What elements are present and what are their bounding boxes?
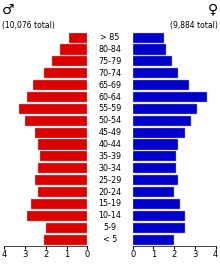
Bar [133, 223, 185, 233]
Bar [27, 211, 87, 221]
Bar [133, 92, 207, 102]
Text: 65-69: 65-69 [98, 81, 122, 90]
Text: 15-19: 15-19 [98, 199, 122, 209]
Text: > 85: > 85 [100, 33, 120, 42]
Bar [133, 80, 189, 90]
Text: 30-34: 30-34 [99, 164, 121, 173]
Text: 45-49: 45-49 [98, 128, 122, 137]
Bar [133, 187, 174, 197]
Bar [38, 163, 87, 173]
Bar [38, 187, 87, 197]
Text: 35-39: 35-39 [98, 152, 122, 161]
Text: 80-84: 80-84 [99, 45, 121, 54]
Text: 60-64: 60-64 [99, 92, 121, 102]
Text: 55-59: 55-59 [98, 104, 122, 114]
Text: (9,884 total): (9,884 total) [170, 21, 218, 30]
Text: (10,076 total): (10,076 total) [2, 21, 55, 30]
Text: < 5: < 5 [103, 235, 117, 244]
Text: ♀: ♀ [208, 3, 218, 17]
Bar [133, 128, 185, 138]
Bar [133, 56, 172, 67]
Text: 25-29: 25-29 [98, 176, 122, 185]
Bar [133, 32, 164, 43]
Bar [31, 199, 87, 209]
Bar [133, 104, 197, 114]
Text: 40-44: 40-44 [99, 140, 121, 149]
Bar [44, 234, 87, 245]
Bar [133, 199, 180, 209]
Bar [25, 116, 87, 126]
Text: 20-24: 20-24 [98, 187, 122, 197]
Bar [19, 104, 87, 114]
Bar [133, 163, 176, 173]
Text: 50-54: 50-54 [98, 116, 122, 125]
Bar [133, 175, 178, 185]
Bar [27, 92, 87, 102]
Bar [133, 44, 166, 55]
Text: 70-74: 70-74 [98, 69, 122, 78]
Text: 75-79: 75-79 [98, 57, 122, 66]
Bar [60, 44, 87, 55]
Bar [33, 80, 87, 90]
Bar [133, 211, 185, 221]
Bar [35, 128, 87, 138]
Bar [69, 32, 87, 43]
Text: 5-9: 5-9 [103, 223, 117, 232]
Text: ♂: ♂ [2, 3, 15, 17]
Bar [46, 223, 87, 233]
Bar [133, 116, 191, 126]
Bar [35, 175, 87, 185]
Bar [133, 234, 174, 245]
Bar [44, 68, 87, 78]
Bar [133, 139, 178, 150]
Bar [133, 151, 176, 162]
Bar [52, 56, 87, 67]
Bar [133, 68, 178, 78]
Bar [40, 151, 87, 162]
Bar [38, 139, 87, 150]
Text: 10-14: 10-14 [99, 211, 121, 220]
